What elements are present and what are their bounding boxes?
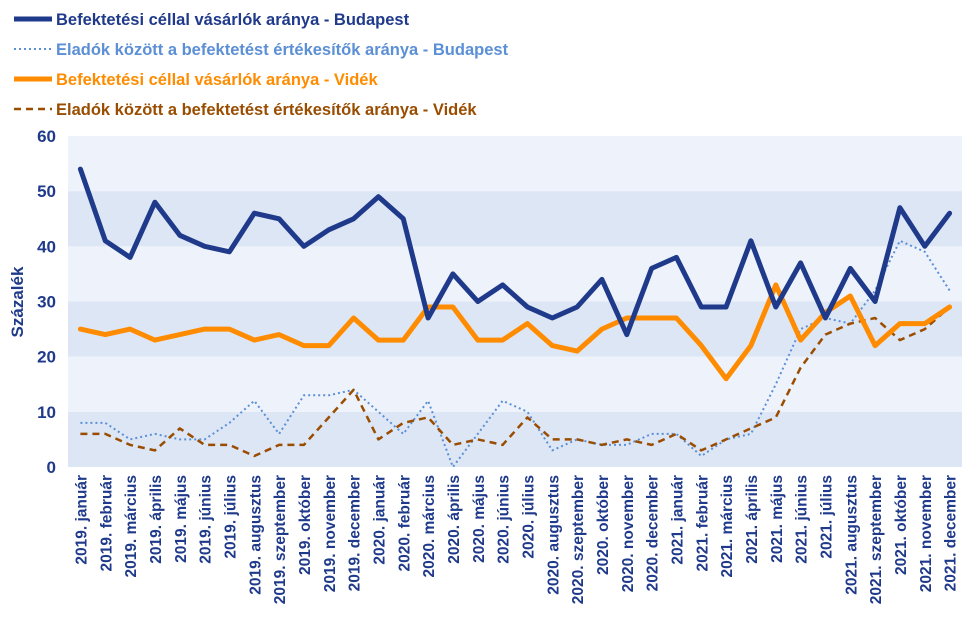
legend: Befektetési céllal vásárlók aránya - Bud… — [14, 11, 509, 119]
plot-background-bands — [68, 136, 962, 467]
legend-label-2: Eladók között a befektetést értékesítők … — [56, 41, 509, 59]
y-axis-ticks: 0 10 20 30 40 50 60 — [37, 127, 56, 477]
series-line-1 — [77, 166, 953, 338]
band-50-60 — [68, 136, 962, 192]
x-tick-label: 2020. november — [620, 475, 637, 592]
x-tick-label: 2019. június — [198, 475, 215, 564]
x-tick-label: 2021. június — [794, 475, 811, 564]
x-tick-label: 2019. május — [173, 475, 190, 563]
y-tick-label: 40 — [37, 237, 56, 256]
y-tick-label: 20 — [37, 348, 56, 367]
y-tick-label: 0 — [47, 458, 56, 477]
y-axis-label: Százalék — [8, 266, 27, 337]
x-tick-label: 2019. március — [123, 475, 140, 578]
x-tick-label: 2020. március — [421, 475, 438, 578]
x-tick-label: 2020. szeptember — [570, 475, 587, 604]
band-0-10 — [68, 411, 962, 467]
x-tick-label: 2021. május — [769, 475, 786, 563]
x-tick-label: 2021. február — [694, 475, 711, 572]
x-tick-label: 2019. január — [73, 475, 90, 565]
x-tick-label: 2019. december — [347, 475, 364, 591]
x-tick-label: 2021. december — [943, 475, 960, 591]
x-tick-label: 2021. augusztus — [843, 475, 860, 595]
x-tick-label: 2019. október — [297, 475, 314, 575]
x-tick-label: 2019. szeptember — [272, 475, 289, 604]
x-tick-label: 2020. május — [471, 475, 488, 563]
x-tick-label: 2021. április — [744, 475, 761, 564]
x-tick-label: 2020. augusztus — [545, 475, 562, 595]
y-tick-label: 30 — [37, 293, 56, 312]
x-tick-label: 2020. október — [595, 475, 612, 575]
y-tick-label: 10 — [37, 403, 56, 422]
series-line-2 — [80, 239, 951, 468]
x-tick-label: 2020. január — [371, 475, 388, 565]
y-tick-label: 50 — [37, 182, 56, 201]
y-tick-label: 60 — [37, 127, 56, 146]
legend-label-3: Befektetési céllal vásárlók aránya - Vid… — [56, 71, 378, 89]
x-tick-label: 2020. június — [496, 475, 513, 564]
x-tick-label: 2020. április — [446, 475, 463, 564]
x-tick-label: 2020. február — [396, 475, 413, 572]
series-line-3 — [77, 282, 953, 382]
x-tick-label: 2021. október — [893, 475, 910, 575]
x-tick-label: 2021. január — [669, 475, 686, 565]
band-10-20 — [68, 356, 962, 412]
band-40-50 — [68, 191, 962, 247]
x-tick-label: 2019. április — [148, 475, 165, 564]
x-tick-label: 2019. augusztus — [247, 475, 264, 595]
x-tick-label: 2019. február — [98, 475, 115, 572]
x-tick-label: 2019. november — [322, 475, 339, 592]
x-tick-label: 2021. július — [818, 475, 835, 559]
legend-label-1: Befektetési céllal vásárlók aránya - Bud… — [56, 11, 410, 29]
x-tick-label: 2020. július — [520, 475, 537, 559]
series-lines — [77, 166, 953, 468]
x-tick-label: 2021. szeptember — [868, 475, 885, 604]
x-tick-label: 2021. március — [719, 475, 736, 578]
legend-label-4: Eladók között a befektetést értékesítők … — [56, 101, 477, 119]
series-line-4 — [80, 306, 951, 458]
x-tick-label: 2021. november — [918, 475, 935, 592]
x-tick-label: 2020. december — [645, 475, 662, 591]
x-axis-ticks: 2019. január 2019. február 2019. március 20… — [73, 475, 959, 604]
x-tick-label: 2019. július — [222, 475, 239, 559]
